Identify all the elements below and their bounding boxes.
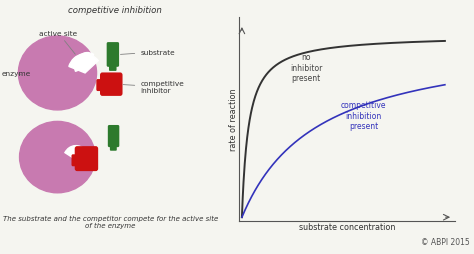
FancyBboxPatch shape	[75, 147, 98, 171]
Wedge shape	[69, 55, 98, 74]
Ellipse shape	[19, 122, 95, 193]
Y-axis label: rate of reaction: rate of reaction	[229, 88, 238, 151]
FancyBboxPatch shape	[100, 73, 123, 97]
Text: competitive inhibition: competitive inhibition	[68, 6, 162, 15]
Ellipse shape	[18, 37, 97, 110]
FancyBboxPatch shape	[109, 64, 117, 72]
Text: substrate: substrate	[120, 50, 175, 56]
Text: competitive
inhibitor: competitive inhibitor	[123, 81, 184, 94]
Text: active site: active site	[39, 30, 77, 55]
FancyBboxPatch shape	[72, 155, 80, 167]
Text: competitive
inhibition
present: competitive inhibition present	[341, 101, 386, 131]
Wedge shape	[65, 146, 85, 160]
X-axis label: substrate concentration: substrate concentration	[299, 222, 395, 231]
Wedge shape	[75, 53, 94, 72]
Text: no
inhibitor
present: no inhibitor present	[290, 53, 322, 83]
FancyBboxPatch shape	[96, 80, 106, 92]
Text: The substrate and the competitor compete for the active site
of the enzyme: The substrate and the competitor compete…	[3, 215, 218, 228]
Text: © ABPI 2015: © ABPI 2015	[420, 237, 469, 246]
FancyBboxPatch shape	[108, 125, 119, 148]
FancyBboxPatch shape	[110, 144, 117, 151]
FancyBboxPatch shape	[107, 43, 119, 68]
Text: enzyme: enzyme	[1, 71, 30, 77]
